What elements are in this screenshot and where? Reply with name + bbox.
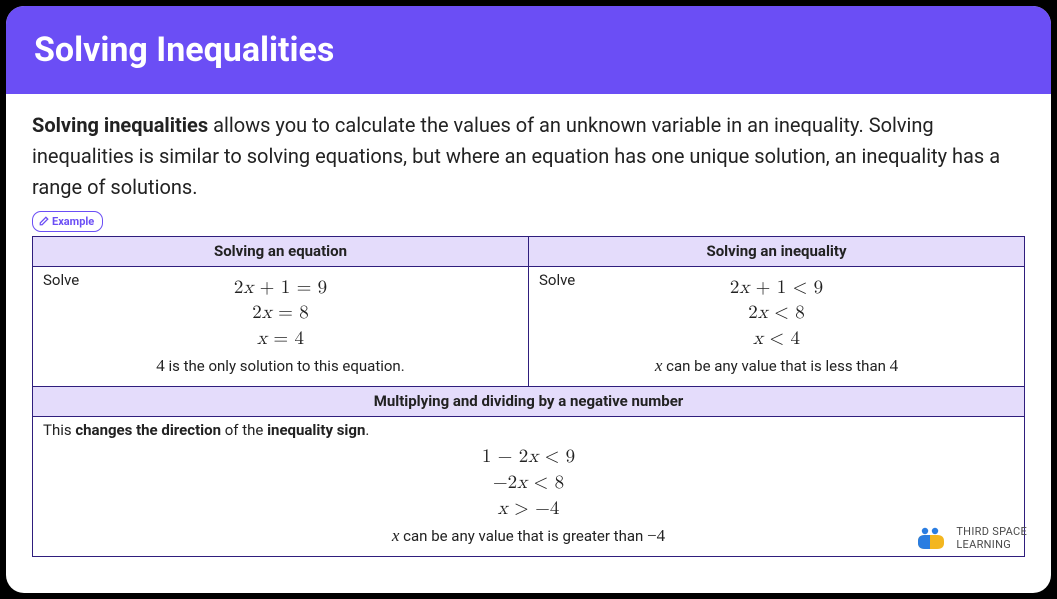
equation-caption: 4 is the only solution to this equation. (43, 353, 518, 379)
logo-icon (914, 525, 948, 553)
brand-logo: THIRD SPACE LEARNING (914, 525, 1027, 553)
col2-header: Solving an inequality (529, 237, 1025, 267)
intro-bold: Solving inequalities (32, 113, 208, 137)
equation-cell: Solve 2x + 1 = 9 2x = 8 x = 4 4 is the o… (33, 267, 529, 387)
body: Solving inequalities allows you to calcu… (6, 94, 1051, 565)
col1-header: Solving an equation (33, 237, 529, 267)
page-title: Solving Inequalities (34, 30, 334, 70)
comparison-table: Solving an equation Solving an inequalit… (32, 236, 1025, 557)
content-card: Solving Inequalities Solving inequalitie… (6, 6, 1051, 593)
example-badge-label: Example (52, 215, 94, 228)
negative-rule: This changes the direction of the inequa… (43, 419, 1014, 442)
inequality-caption: x can be any value that is less than 4 (539, 353, 1014, 379)
inequality-cell: Solve 2x + 1 < 9 2x < 8 x < 4 x can be a… (529, 267, 1025, 387)
negative-header: Multiplying and dividing by a negative n… (33, 386, 1025, 416)
example-badge: Example (32, 211, 103, 232)
header-bar: Solving Inequalities (6, 6, 1051, 94)
inequality-math: 2x + 1 < 9 2x < 8 x < 4 (539, 275, 1014, 352)
intro-paragraph: Solving inequalities allows you to calcu… (32, 110, 1025, 203)
equation-math: 2x + 1 = 9 2x = 8 x = 4 (43, 275, 518, 352)
logo-text: THIRD SPACE LEARNING (956, 526, 1027, 551)
negative-math: 1 − 2x < 9 −2x < 8 x > −4 (43, 444, 1014, 521)
pencil-icon (39, 216, 49, 226)
negative-cell: This changes the direction of the inequa… (33, 417, 1025, 557)
negative-caption: x can be any value that is greater than … (43, 523, 1014, 549)
